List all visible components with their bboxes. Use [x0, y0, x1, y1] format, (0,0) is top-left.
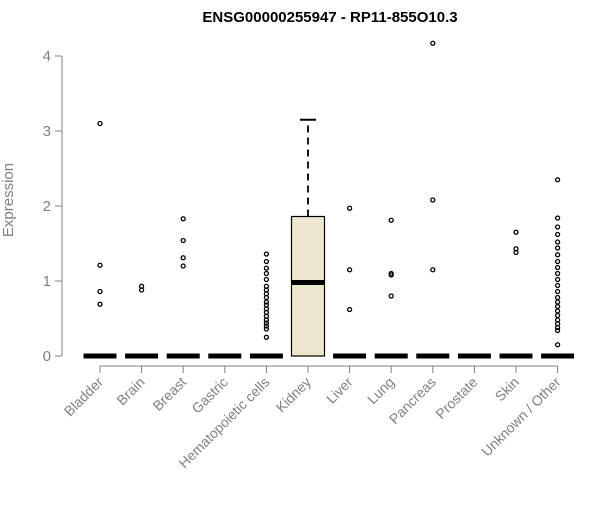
outlier-point	[97, 301, 103, 307]
x-tick-label: Liver	[323, 374, 356, 407]
outlier-point	[263, 317, 270, 323]
outlier-point	[263, 251, 270, 257]
outlier-point	[554, 245, 561, 251]
outlier-point	[554, 239, 561, 245]
outlier-point	[430, 267, 436, 273]
outlier-point	[263, 294, 270, 301]
box-rect	[290, 215, 326, 357]
outlier-point	[554, 294, 561, 301]
outlier-point	[554, 258, 561, 265]
outlier-point	[138, 287, 145, 293]
outlier-point	[554, 288, 561, 295]
outlier-point	[554, 308, 561, 314]
x-tick-label: Skin	[492, 374, 523, 405]
y-axis-label: Expression	[0, 163, 17, 237]
y-tick-label: 0	[43, 348, 51, 365]
x-tick-label: Unknown / Other	[478, 374, 564, 460]
outlier-point	[513, 249, 519, 256]
outlier-point	[554, 342, 561, 348]
outlier-point	[388, 293, 394, 299]
outlier-point	[263, 270, 270, 277]
x-tick-label: Brain	[113, 374, 147, 408]
y-tick-label: 4	[43, 48, 51, 65]
outlier-point	[97, 288, 103, 295]
outlier-point	[430, 197, 436, 203]
outlier-point	[180, 237, 186, 244]
outlier-point	[554, 215, 561, 221]
outlier-point	[554, 299, 561, 305]
outlier-point	[554, 231, 561, 238]
outlier-point	[554, 276, 561, 283]
outlier-point	[263, 265, 270, 271]
y-tick-label: 3	[43, 123, 51, 140]
chart-title: ENSG00000255947 - RP11-855O10.3	[202, 9, 457, 26]
outlier-point	[263, 258, 270, 265]
outlier-point	[346, 205, 353, 211]
outlier-point	[97, 120, 103, 127]
outlier-point	[97, 262, 103, 268]
outlier-point	[388, 272, 394, 278]
outlier-point	[263, 276, 270, 283]
outlier-point	[554, 282, 561, 289]
outlier-point	[263, 320, 270, 326]
outlier-point	[554, 270, 561, 277]
outlier-point	[554, 177, 561, 183]
outlier-point	[263, 326, 270, 332]
outlier-point	[554, 264, 561, 271]
outlier-point	[554, 252, 561, 258]
x-tick-label: Prostate	[432, 374, 480, 422]
outlier-point	[263, 299, 270, 305]
outlier-point	[346, 267, 353, 273]
outlier-point	[554, 224, 561, 230]
outlier-point	[346, 306, 353, 313]
outlier-point	[554, 327, 561, 334]
outlier-point	[263, 323, 270, 329]
outlier-point	[513, 229, 519, 235]
outlier-point	[180, 255, 186, 261]
outlier-point	[554, 312, 561, 319]
y-tick-label: 2	[43, 198, 51, 215]
outlier-point	[430, 40, 436, 46]
x-tick-label: Breast	[149, 374, 189, 414]
outlier-point	[388, 217, 394, 223]
outlier-point	[180, 263, 186, 269]
outlier-point	[554, 324, 561, 331]
x-tick-label: Bladder	[61, 374, 107, 420]
x-tick-label: Lung	[364, 374, 397, 407]
outlier-point	[180, 216, 186, 222]
outlier-point	[263, 334, 270, 340]
outlier-point	[554, 303, 561, 310]
y-tick-label: 1	[43, 273, 51, 290]
x-tick-label: Kidney	[273, 374, 315, 416]
